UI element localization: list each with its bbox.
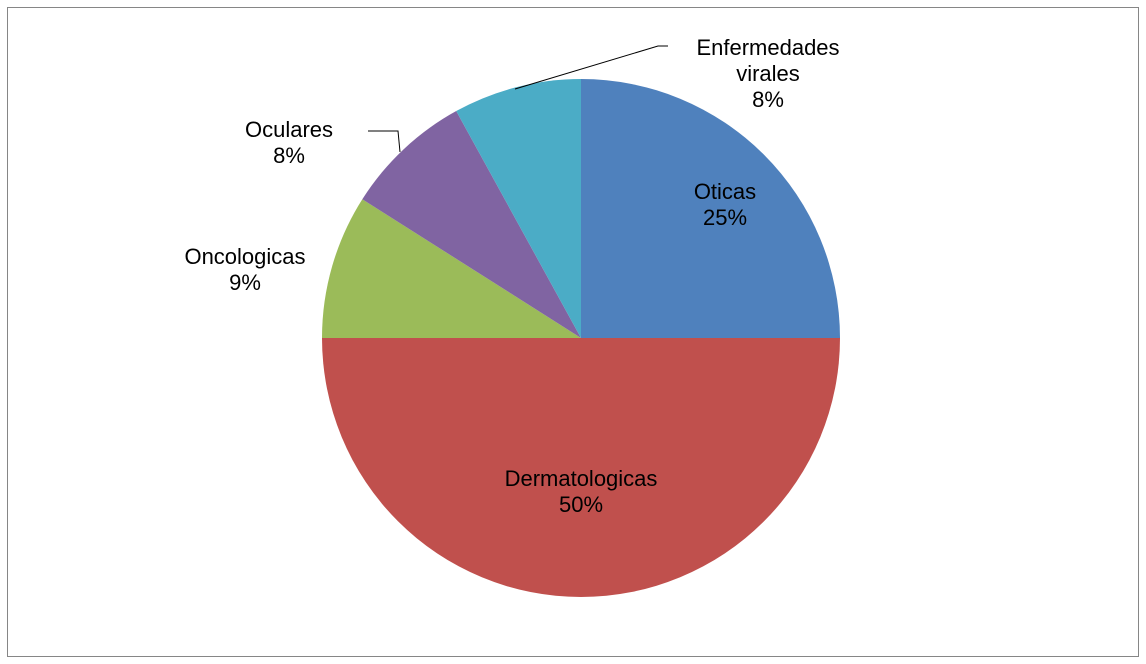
pie-slice (456, 79, 581, 338)
data-label: Oticas 25% (694, 179, 756, 231)
value-label: 25% (702, 205, 748, 230)
data-label: Oncologicas 9% (184, 244, 305, 296)
data-label: Dermatologicas 50% (505, 466, 658, 518)
leader-line (514, 45, 668, 90)
value-label: 8% (752, 87, 784, 112)
data-label: Oculares 8% (245, 117, 333, 169)
pie-slice (322, 338, 840, 597)
value-label: 9% (229, 270, 261, 295)
pie-slice (581, 79, 840, 338)
slices (322, 79, 840, 597)
value-label: 8% (273, 143, 305, 168)
category-label: Oticas (693, 179, 757, 204)
pie-slice (322, 199, 581, 338)
value-label: 50% (558, 492, 604, 517)
pie-slice (362, 111, 581, 339)
category-label: Dermatologicas (504, 466, 658, 491)
category-label: Oncologicas (184, 244, 306, 269)
category-label: Oculares (244, 117, 334, 142)
category-label: Enfermedades virales (696, 35, 840, 86)
leader-line (368, 130, 401, 153)
data-label: Enfermedades virales 8% (668, 35, 868, 113)
